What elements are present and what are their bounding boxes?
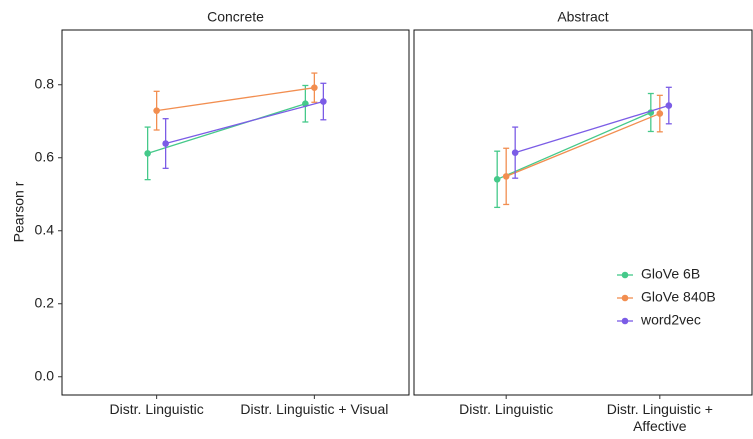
y-tick-label: 0.8 (35, 75, 55, 91)
point (511, 149, 519, 156)
point (656, 110, 664, 117)
panel-border (413, 29, 753, 396)
x-tick-label: Distr. Linguistic + Affective (606, 401, 713, 434)
series-line (505, 112, 661, 177)
series-line (147, 103, 306, 154)
panel-title: Abstract (557, 9, 608, 25)
legend-label: word2vec (640, 312, 701, 328)
x-tick-label: Distr. Linguistic + Visual (240, 401, 389, 417)
legend-swatch-point (621, 271, 629, 279)
x-tick-label: Distr. Linguistic (109, 401, 204, 417)
point (502, 173, 510, 180)
y-tick-label: 0.0 (35, 367, 55, 383)
series-line (156, 87, 315, 112)
y-tick-label: 0.2 (35, 294, 55, 310)
legend-label: GloVe 6B (641, 266, 700, 282)
y-tick-label: 0.6 (35, 148, 55, 164)
panel-title: Concrete (207, 9, 264, 25)
panel-border (61, 29, 410, 396)
point (665, 102, 673, 109)
y-tick-label: 0.4 (35, 221, 55, 237)
series-line (165, 100, 324, 145)
legend-swatch-point (621, 317, 629, 325)
point (144, 150, 151, 157)
point (493, 175, 501, 183)
legend-swatch-point (621, 294, 629, 302)
point (311, 84, 318, 91)
series-line (514, 104, 670, 154)
point (153, 107, 160, 114)
legend-label: GloVe 840B (641, 289, 716, 305)
y-axis-label: Pearson r (11, 181, 27, 242)
series-line (496, 111, 652, 180)
point (162, 140, 169, 147)
point (320, 98, 327, 105)
x-tick-label: Distr. Linguistic (459, 401, 554, 417)
